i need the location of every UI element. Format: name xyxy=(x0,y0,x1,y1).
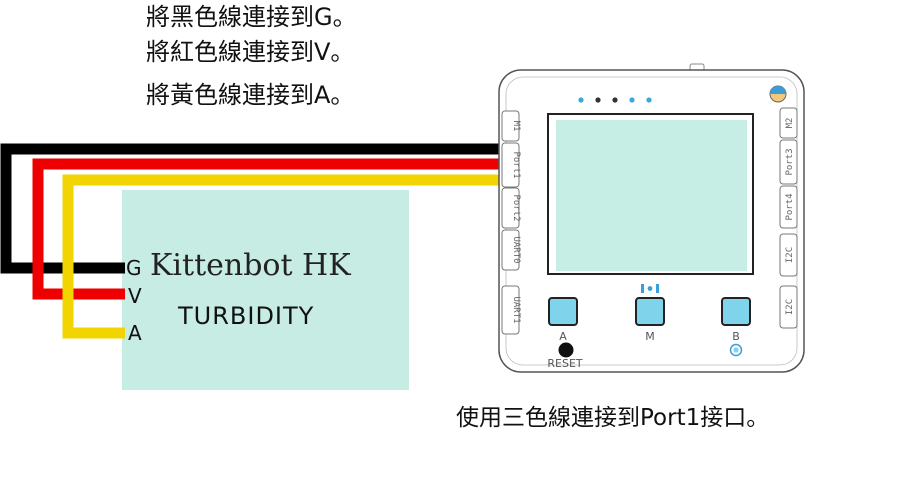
port-slot-port3 xyxy=(779,139,798,185)
sensor-brand: Kittenbot HK xyxy=(150,248,351,283)
screen xyxy=(556,120,747,271)
sensor-type-label: TURBIDITY xyxy=(177,302,314,330)
port-slot-m1 xyxy=(501,110,520,142)
port-label-port3: Port3 xyxy=(785,148,795,175)
port-slot-port2 xyxy=(501,187,520,229)
port-slot-uart1 xyxy=(501,285,520,335)
port-label-port2: Port2 xyxy=(511,194,521,221)
instruction-yellow-wire: 將黃色線連接到A。 xyxy=(146,81,355,109)
port-label-m1: M1 xyxy=(511,121,521,132)
button-a xyxy=(548,297,578,326)
red-wire xyxy=(32,158,500,300)
light-sensor-icon xyxy=(769,85,787,103)
pin-g: G xyxy=(126,256,142,280)
port-slot-port4 xyxy=(779,185,798,229)
port-label-i2c-2: I2C xyxy=(785,299,795,315)
button-a-label: A xyxy=(559,330,567,343)
button-m xyxy=(635,297,665,326)
port-label-i2c-1: I2C xyxy=(785,247,795,263)
turbidity-sensor-board xyxy=(122,190,409,390)
pin-a: A xyxy=(128,321,142,345)
pin-v: V xyxy=(128,284,142,308)
port-slot-port1 xyxy=(501,142,520,188)
button-b xyxy=(721,297,751,326)
port-label-uart0: UART0 xyxy=(511,236,521,263)
caption: 使用三色線連接到Port1接口。 xyxy=(456,405,770,431)
port-label-port1: Port1 xyxy=(511,151,521,178)
port-label-m2: M2 xyxy=(785,118,795,129)
port-slot-uart0 xyxy=(501,229,520,271)
controller-board: M1 Port1 Port2 UART0 UART1 M2 Port3 Port… xyxy=(498,63,805,373)
port-slot-m2 xyxy=(779,107,798,139)
port-label-port4: Port4 xyxy=(785,193,795,220)
button-b-label: B xyxy=(732,330,740,343)
instruction-black-wire: 將黑色線連接到G。 xyxy=(146,3,357,31)
button-m-label: M xyxy=(645,330,655,343)
reset-label: RESET xyxy=(547,357,583,370)
menu-indicator-icon xyxy=(641,284,659,293)
instruction-red-wire: 將紅色線連接到V。 xyxy=(146,38,355,66)
led-row xyxy=(578,97,652,103)
port-slot-i2c-2 xyxy=(779,285,798,329)
port-label-uart1: UART1 xyxy=(511,296,521,323)
yellow-wire xyxy=(62,174,500,339)
reset-button-icon xyxy=(558,342,574,358)
port-slot-i2c-1 xyxy=(779,233,798,277)
